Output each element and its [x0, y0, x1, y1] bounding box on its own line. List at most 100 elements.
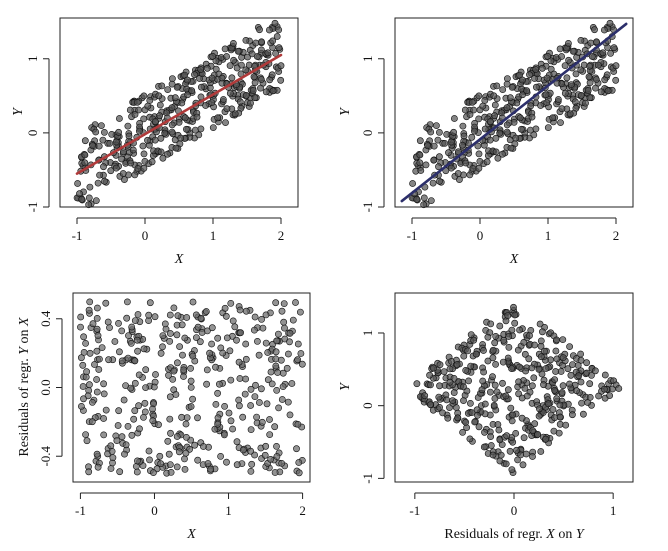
- data-point: [166, 393, 174, 401]
- data-point: [196, 338, 204, 346]
- data-point: [212, 400, 220, 408]
- data-point: [208, 324, 216, 332]
- data-point: [512, 429, 520, 437]
- data-point: [597, 88, 605, 96]
- data-point: [93, 314, 101, 322]
- data-point: [159, 154, 167, 162]
- data-point: [583, 359, 590, 367]
- data-point: [504, 354, 512, 362]
- data-point: [586, 393, 594, 401]
- data-point: [486, 118, 494, 125]
- data-point: [420, 194, 428, 202]
- data-point: [239, 446, 247, 454]
- data-point: [181, 334, 189, 342]
- data-point: [199, 443, 207, 450]
- data-point: [487, 433, 494, 440]
- data-point: [94, 463, 102, 471]
- data-point: [274, 330, 282, 338]
- data-point: [470, 336, 478, 344]
- data-point: [215, 380, 223, 388]
- data-point: [592, 84, 599, 92]
- data-point: [536, 320, 544, 328]
- data-point: [134, 165, 142, 172]
- data-point: [222, 312, 230, 320]
- data-point: [541, 347, 548, 355]
- data-point: [214, 414, 222, 422]
- data-point: [577, 378, 585, 386]
- data-point: [462, 418, 470, 426]
- data-point: [266, 416, 273, 423]
- data-point: [556, 45, 564, 53]
- data-point: [490, 401, 498, 409]
- data-point: [430, 142, 438, 150]
- data-point: [191, 126, 199, 134]
- data-point: [491, 339, 499, 347]
- data-point: [157, 148, 165, 156]
- data-point: [141, 157, 149, 165]
- data-point: [221, 45, 229, 53]
- data-point: [167, 468, 175, 476]
- y-axis-title: Y: [338, 381, 353, 391]
- data-point: [107, 442, 115, 450]
- data-point: [109, 454, 117, 461]
- data-point: [92, 128, 100, 136]
- data-point: [272, 355, 280, 363]
- data-point: [522, 450, 530, 458]
- data-point: [272, 362, 280, 370]
- data-point: [165, 371, 172, 379]
- data-point: [233, 336, 240, 344]
- data-point: [242, 66, 250, 74]
- data-point: [100, 380, 107, 388]
- data-point: [435, 128, 443, 136]
- x-axis: -1 0 1: [409, 492, 616, 518]
- data-point: [78, 195, 86, 203]
- data-point: [214, 420, 222, 428]
- data-point: [247, 385, 255, 393]
- data-point: [426, 401, 434, 408]
- data-point: [468, 99, 476, 106]
- data-point: [236, 306, 244, 314]
- data-point: [100, 163, 107, 171]
- data-point: [86, 183, 94, 191]
- data-point: [257, 84, 264, 92]
- data-point: [124, 422, 132, 430]
- data-point: [439, 409, 446, 417]
- data-point: [81, 151, 89, 159]
- x-tick-label: 2: [278, 228, 285, 243]
- data-point: [496, 129, 504, 137]
- data-point: [269, 87, 277, 95]
- plot-frame: [72, 292, 311, 483]
- data-point: [272, 299, 280, 307]
- data-point: [298, 360, 306, 368]
- data-point: [518, 125, 525, 133]
- data-point: [543, 74, 551, 82]
- data-point: [197, 93, 205, 101]
- data-point: [479, 102, 487, 110]
- data-point: [195, 131, 203, 139]
- x-tick-label: 1: [545, 228, 552, 243]
- data-point: [467, 362, 475, 370]
- data-point: [247, 467, 255, 475]
- data-point: [235, 396, 243, 404]
- data-point: [194, 323, 202, 331]
- data-point: [191, 441, 199, 449]
- data-point: [108, 447, 116, 455]
- data-point: [168, 121, 176, 129]
- data-point: [492, 148, 500, 156]
- data-point: [113, 437, 121, 444]
- panel-top-left: -1 0 1 2 -1 0 1 X Y: [11, 17, 299, 267]
- data-point: [275, 404, 282, 412]
- data-point: [264, 49, 272, 57]
- data-point: [177, 134, 185, 142]
- data-point: [464, 347, 472, 355]
- data-point: [145, 447, 153, 455]
- data-point: [247, 426, 255, 433]
- data-point: [124, 298, 131, 306]
- data-point: [458, 141, 466, 149]
- data-point: [450, 389, 458, 396]
- data-point: [429, 179, 437, 187]
- data-point: [508, 417, 516, 425]
- data-point: [116, 348, 123, 356]
- data-point: [441, 139, 449, 147]
- data-point: [273, 386, 281, 394]
